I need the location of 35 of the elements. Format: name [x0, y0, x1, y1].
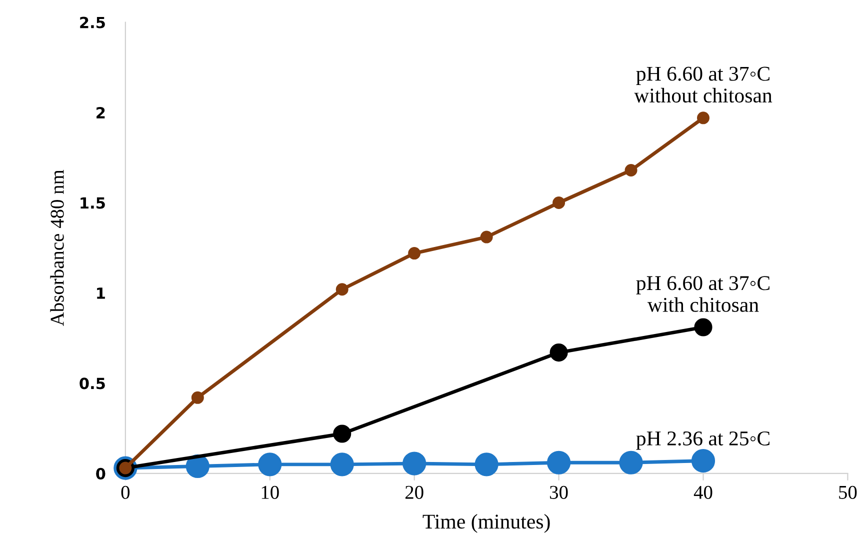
x-tick-label: 20: [405, 486, 424, 499]
point: [408, 247, 421, 260]
point: [336, 283, 348, 296]
point: [258, 452, 282, 476]
point: [694, 318, 712, 336]
point: [546, 450, 571, 474]
point: [691, 449, 716, 473]
y-tick-label: 1: [97, 288, 105, 299]
y-tick-label: 0.5: [80, 378, 105, 390]
x-tick-label: 30: [550, 486, 568, 499]
y-tick-label: 0: [96, 468, 106, 480]
y-axis-title: Absorbance 480 nm: [50, 170, 64, 326]
y-tick-label: 1.5: [80, 197, 105, 209]
series-label: pH 6.60 at 37◦C without chitosan: [634, 66, 772, 103]
point: [474, 452, 498, 476]
y-tick-label: 2: [96, 106, 105, 118]
x-tick-label: 50: [839, 486, 857, 499]
point: [186, 454, 210, 478]
x-tick-label: 0: [121, 486, 130, 499]
series-label: pH 2.36 at 25◦C: [636, 431, 770, 450]
point: [333, 424, 352, 443]
point: [402, 452, 426, 476]
x-tick-label: 40: [694, 486, 712, 499]
point: [330, 452, 354, 476]
point: [552, 196, 566, 209]
point: [191, 391, 204, 404]
point: [480, 230, 493, 244]
y-tick-label: 2.5: [80, 16, 105, 28]
x-tick-label: 10: [262, 486, 279, 499]
point: [619, 450, 643, 474]
point: [624, 164, 638, 177]
point: [696, 112, 710, 124]
series-label: pH 6.60 at 37◦C with chitosan: [636, 276, 770, 312]
point: [550, 344, 568, 362]
x-axis-title: Time (minutes): [422, 514, 550, 533]
